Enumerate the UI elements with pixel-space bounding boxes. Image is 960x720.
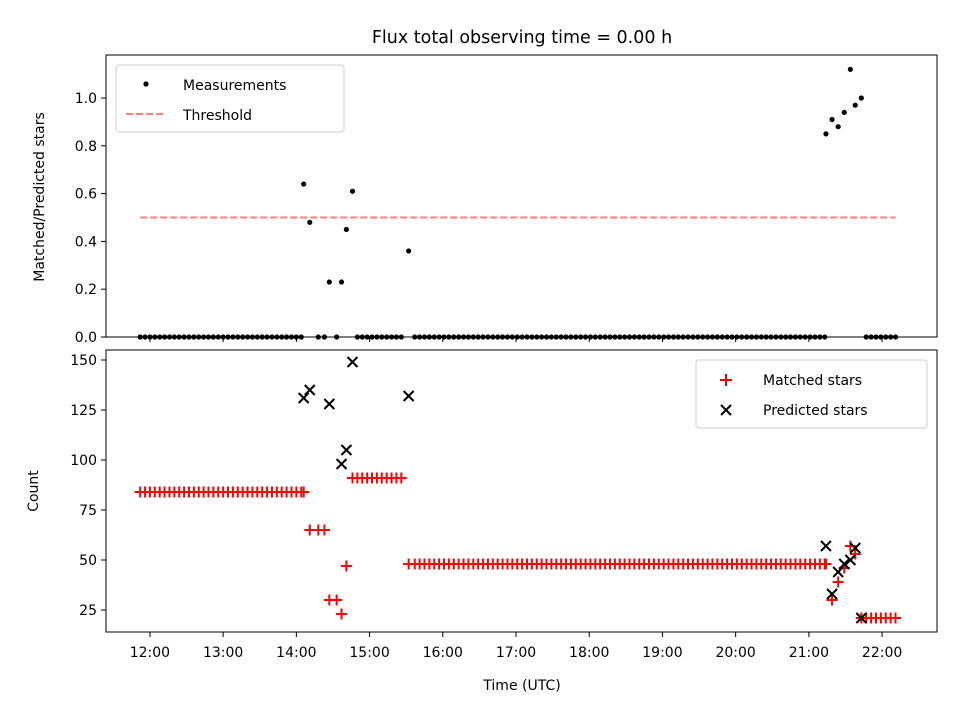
count-x-tick-label: 18:00 bbox=[569, 645, 609, 661]
count-x-tick-label: 13:00 bbox=[203, 645, 243, 661]
matched-star-point bbox=[832, 576, 844, 588]
ratio-y-tick-label: 1.0 bbox=[75, 91, 97, 107]
count-x-tick-label: 20:00 bbox=[715, 645, 755, 661]
measurement-point bbox=[841, 109, 847, 115]
ratio-y-axis-label: Matched/Predicted stars bbox=[32, 112, 48, 282]
count-y-axis: 25 50 75 100 125 150 bbox=[70, 353, 106, 619]
matched-legend-label: Matched stars bbox=[763, 373, 862, 389]
count-legend: Matched stars Predicted stars bbox=[695, 359, 928, 429]
ratio-panel: 0.0 0.2 0.4 0.6 0.8 1.0 Matched/Predicted sta… bbox=[32, 54, 938, 346]
predicted-star-point bbox=[820, 540, 832, 552]
measurement-point bbox=[406, 248, 412, 254]
matched-star-point bbox=[820, 558, 832, 570]
measurement-point bbox=[301, 181, 307, 187]
count-y-tick-label: 150 bbox=[70, 353, 97, 369]
count-x-axis-label: Time (UTC) bbox=[482, 678, 560, 694]
predicted-star-point bbox=[346, 356, 359, 368]
measurement-point bbox=[835, 124, 841, 130]
ratio-legend: Measurements Threshold bbox=[115, 64, 345, 133]
measurement-point bbox=[326, 279, 332, 285]
matched-star-point bbox=[395, 472, 407, 484]
count-panel: 25 50 75 100 125 150 12:00 13:00 14:00 15:00 16:0… bbox=[26, 349, 938, 694]
count-legend-box bbox=[695, 359, 928, 429]
predicted-star-point bbox=[832, 566, 844, 578]
ratio-y-tick-label: 0.8 bbox=[75, 139, 97, 155]
matched-star-point bbox=[318, 524, 330, 536]
count-x-tick-label: 17:00 bbox=[496, 645, 536, 661]
ratio-y-axis: 0.0 0.2 0.4 0.6 0.8 1.0 bbox=[75, 91, 106, 346]
ratio-y-tick-label: 0.4 bbox=[75, 234, 97, 250]
predicted-star-point bbox=[844, 554, 857, 566]
predicted-star-point bbox=[402, 390, 415, 402]
predicted-star-point bbox=[335, 458, 348, 470]
predicted-star-point bbox=[340, 444, 353, 456]
count-x-axis: 12:00 13:00 14:00 15:00 16:00 17:00 18:00 19:00… bbox=[130, 632, 902, 661]
measurement-point bbox=[847, 66, 853, 72]
ratio-y-tick-label: 0.6 bbox=[75, 187, 97, 203]
predicted-star-point bbox=[826, 588, 838, 600]
measurement-point bbox=[858, 95, 864, 101]
count-x-tick-label: 12:00 bbox=[130, 645, 170, 661]
count-x-tick-label: 16:00 bbox=[423, 645, 463, 661]
measurement-point bbox=[852, 102, 858, 108]
count-x-tick-label: 14:00 bbox=[276, 645, 316, 661]
count-y-axis-label: Count bbox=[26, 470, 42, 512]
measurement-point bbox=[829, 116, 835, 123]
measurement-point bbox=[349, 188, 356, 194]
predicted-star-point bbox=[323, 398, 336, 410]
predicted-star-point bbox=[838, 558, 850, 570]
matched-star-point bbox=[331, 594, 343, 606]
threshold-legend-label: Threshold bbox=[182, 108, 252, 124]
predicted-star-point bbox=[855, 612, 868, 624]
count-y-tick-label: 100 bbox=[70, 453, 97, 469]
ratio-y-tick-label: 0.0 bbox=[75, 330, 97, 346]
matched-legend-marker bbox=[720, 374, 732, 386]
ratio-y-tick-label: 0.2 bbox=[75, 282, 97, 298]
predicted-legend-marker bbox=[720, 404, 732, 416]
measurements-legend-marker bbox=[143, 81, 149, 87]
measurements-legend-label: Measurements bbox=[183, 78, 286, 94]
measurement-point bbox=[307, 219, 313, 225]
figure-title: Flux total observing time = 0.00 h bbox=[372, 28, 672, 48]
count-x-tick-label: 19:00 bbox=[642, 645, 682, 661]
count-axes-frame bbox=[105, 349, 938, 633]
matched-star-point bbox=[298, 486, 310, 498]
matched-star-point bbox=[336, 608, 348, 620]
measurement-point bbox=[823, 131, 829, 137]
ratio-axes-frame bbox=[105, 54, 938, 338]
matched-star-point bbox=[890, 612, 902, 624]
predicted-star-point bbox=[297, 392, 310, 404]
count-y-tick-label: 75 bbox=[79, 503, 97, 519]
count-y-tick-label: 50 bbox=[79, 553, 97, 569]
measurement-point bbox=[338, 279, 345, 285]
measurement-point bbox=[343, 226, 349, 233]
matched-star-point bbox=[340, 560, 352, 572]
count-marks bbox=[134, 356, 902, 624]
matched-star-point bbox=[826, 594, 838, 606]
predicted-star-point bbox=[304, 384, 316, 396]
count-x-tick-label: 15:00 bbox=[349, 645, 389, 661]
count-x-tick-label: 22:00 bbox=[862, 645, 902, 661]
matched-star-point bbox=[849, 548, 861, 560]
count-x-tick-label: 21:00 bbox=[789, 645, 829, 661]
count-y-tick-label: 125 bbox=[70, 403, 97, 419]
count-y-tick-label: 25 bbox=[79, 603, 97, 619]
ratio-legend-box bbox=[115, 64, 345, 133]
ratio-x-axis-ticks bbox=[149, 337, 883, 342]
predicted-star-point bbox=[849, 542, 861, 554]
predicted-legend-label: Predicted stars bbox=[763, 403, 868, 419]
